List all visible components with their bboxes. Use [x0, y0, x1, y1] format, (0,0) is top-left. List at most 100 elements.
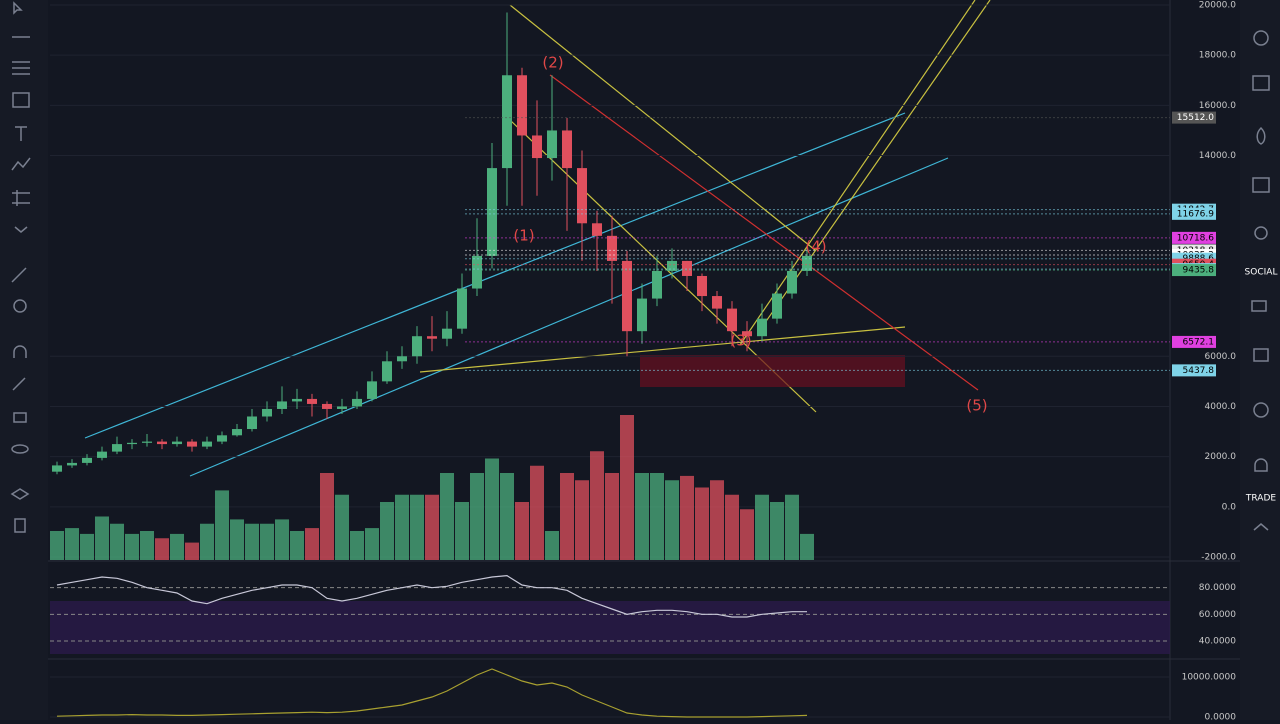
- draw-mode[interactable]: [12, 377, 26, 391]
- price-tag-label: 11676.9: [1177, 209, 1214, 219]
- watchlist-icon[interactable]: [1252, 75, 1270, 91]
- streams-icon[interactable]: [1253, 348, 1269, 362]
- y-tick-label: 14000.0: [1199, 151, 1236, 161]
- volume-bar: [665, 480, 679, 560]
- volume-bar: [650, 473, 664, 560]
- candle-body: [757, 318, 767, 337]
- fib-tool[interactable]: [12, 61, 30, 75]
- volume-bar: [260, 523, 274, 560]
- candle-body: [592, 223, 602, 236]
- candle-body: [397, 356, 407, 362]
- volume-bar: [740, 509, 754, 560]
- more-tools[interactable]: [14, 226, 28, 233]
- text-tool[interactable]: [15, 126, 27, 141]
- candle-body: [217, 435, 227, 442]
- y-tick-label: 6000.0: [1205, 352, 1237, 362]
- volume-bar: [560, 473, 574, 560]
- volume-bar: [215, 490, 229, 560]
- layers-tool[interactable]: [10, 488, 30, 500]
- candle-body: [667, 260, 677, 271]
- alarm-icon[interactable]: [1253, 30, 1269, 46]
- volume-bar: [230, 519, 244, 560]
- volume-bar: [695, 487, 709, 560]
- wave-label: (2): [542, 54, 563, 72]
- volume-bar: [605, 473, 619, 560]
- magnet-tool[interactable]: [13, 345, 27, 358]
- candle-body: [682, 260, 692, 276]
- candle-body: [52, 465, 62, 472]
- volume-bar: [200, 523, 214, 560]
- candle-body: [577, 168, 587, 224]
- sidebar-label[interactable]: TRADE: [1245, 494, 1276, 504]
- delete-tool[interactable]: [14, 518, 26, 533]
- y-tick-label: 60.0000: [1199, 610, 1236, 620]
- candle-body: [337, 406, 347, 409]
- volume-bar: [785, 494, 799, 560]
- volume-bar: [50, 531, 64, 560]
- cursor-tool[interactable]: [13, 1, 23, 15]
- candle-body: [622, 260, 632, 332]
- volume-bar: [350, 531, 364, 560]
- volume-bar: [305, 528, 319, 560]
- zone: [640, 355, 905, 387]
- volume-bar: [365, 528, 379, 560]
- notification-icon[interactable]: [1254, 458, 1268, 472]
- volume-bar: [470, 473, 484, 560]
- candle-body: [172, 441, 182, 445]
- candle-body: [427, 336, 437, 339]
- candle-body: [112, 444, 122, 452]
- candle-body: [442, 328, 452, 339]
- y-tick-label: 18000.0: [1199, 51, 1236, 61]
- prediction-tool[interactable]: [12, 190, 30, 206]
- sidebar-label[interactable]: SOCIAL: [1245, 268, 1278, 278]
- ideas-icon[interactable]: [1254, 226, 1268, 240]
- volume-bar: [275, 519, 289, 560]
- candle-body: [277, 401, 287, 409]
- hotlist-icon[interactable]: [1256, 126, 1266, 145]
- volume-bar: [755, 494, 769, 560]
- price-tag-label: 10718.6: [1177, 233, 1214, 243]
- y-tick-label: 20000.0: [1199, 1, 1236, 11]
- wave-line: [549, 74, 979, 391]
- trend-line: [189, 157, 949, 477]
- volume-bar: [680, 475, 694, 560]
- candle-body: [787, 270, 797, 294]
- candle-body: [382, 361, 392, 382]
- volume-bar: [320, 473, 334, 560]
- volume-bar: [155, 538, 169, 560]
- measure-tool[interactable]: [11, 267, 27, 283]
- volume-bar: [425, 494, 439, 560]
- candle-body: [412, 336, 422, 357]
- volume-bar: [140, 531, 154, 560]
- volume-bar: [770, 502, 784, 560]
- lock-tool[interactable]: [13, 412, 27, 423]
- shape-tool[interactable]: [12, 92, 30, 108]
- chat-icon[interactable]: [1251, 300, 1267, 312]
- candle-body: [742, 331, 752, 337]
- volume-bar: [515, 502, 529, 560]
- y-tick-label: 16000.0: [1199, 101, 1236, 111]
- y-tick-label: 4000.0: [1205, 402, 1237, 412]
- volume-bar: [455, 502, 469, 560]
- volume-bar: [185, 542, 199, 560]
- wave-label: (4): [805, 238, 826, 256]
- broadcast-icon[interactable]: [1253, 402, 1269, 418]
- order-icon[interactable]: [1253, 523, 1269, 531]
- visibility-tool[interactable]: [11, 444, 29, 454]
- candle-body: [127, 442, 137, 445]
- volume-bar: [485, 458, 499, 560]
- zoom-tool[interactable]: [13, 299, 27, 313]
- wave-label: (5): [966, 397, 987, 415]
- candle-body: [67, 462, 77, 466]
- pattern-tool[interactable]: [11, 157, 31, 171]
- calendar-icon[interactable]: [1252, 177, 1270, 193]
- y-tick-label: 0.0: [1222, 502, 1237, 512]
- price-tag-label: 15512.0: [1177, 113, 1214, 123]
- candle-body: [712, 296, 722, 309]
- volume-bar: [635, 473, 649, 560]
- right-sidebar: [1240, 0, 1280, 720]
- candle-body: [457, 288, 467, 329]
- wave-label: (1): [513, 227, 534, 245]
- volume-bar: [125, 533, 139, 560]
